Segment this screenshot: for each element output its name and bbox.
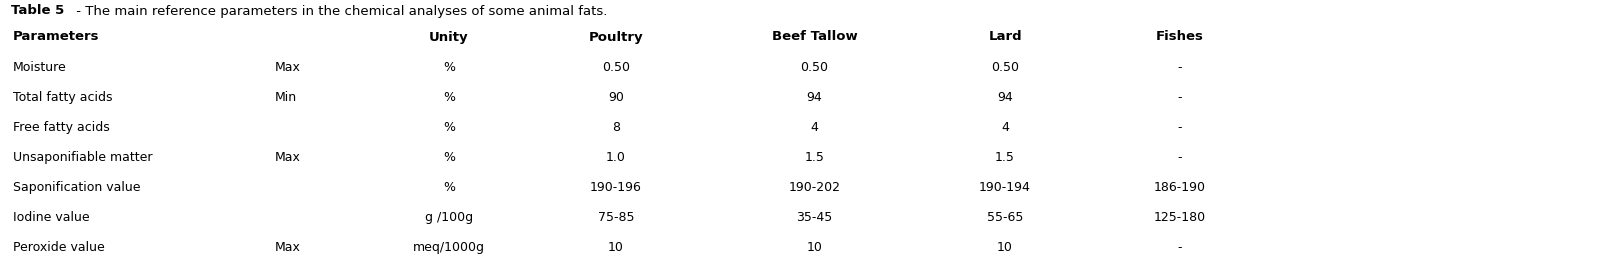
Text: Free fatty acids: Free fatty acids xyxy=(13,121,109,134)
Text: Saponification value: Saponification value xyxy=(13,181,140,194)
Text: -: - xyxy=(1178,60,1183,74)
Text: Fishes: Fishes xyxy=(1156,31,1204,43)
Text: 190-196: 190-196 xyxy=(591,181,642,194)
Text: Lard: Lard xyxy=(989,31,1022,43)
Text: Max: Max xyxy=(274,151,300,164)
Text: Unsaponifiable matter: Unsaponifiable matter xyxy=(13,151,152,164)
Text: Unity: Unity xyxy=(429,31,469,43)
Text: 8: 8 xyxy=(612,121,620,134)
Text: 10: 10 xyxy=(608,241,624,254)
Text: 4: 4 xyxy=(1002,121,1010,134)
Text: 10: 10 xyxy=(806,241,822,254)
Text: Min: Min xyxy=(274,91,297,104)
Text: Max: Max xyxy=(274,60,300,74)
Text: 1.5: 1.5 xyxy=(995,151,1014,164)
Text: %: % xyxy=(443,91,454,104)
Text: -: - xyxy=(1178,151,1183,164)
Text: 0.50: 0.50 xyxy=(992,60,1019,74)
Text: g /100g: g /100g xyxy=(425,211,473,224)
Text: Iodine value: Iodine value xyxy=(13,211,90,224)
Text: 190-194: 190-194 xyxy=(979,181,1030,194)
Text: 4: 4 xyxy=(811,121,819,134)
Text: 1.5: 1.5 xyxy=(804,151,825,164)
Text: 90: 90 xyxy=(608,91,624,104)
Text: 94: 94 xyxy=(807,91,822,104)
Text: %: % xyxy=(443,181,454,194)
Text: Parameters: Parameters xyxy=(13,31,100,43)
Text: Max: Max xyxy=(274,241,300,254)
Text: 190-202: 190-202 xyxy=(788,181,841,194)
Text: Peroxide value: Peroxide value xyxy=(13,241,104,254)
Text: 94: 94 xyxy=(997,91,1013,104)
Text: %: % xyxy=(443,121,454,134)
Text: Total fatty acids: Total fatty acids xyxy=(13,91,112,104)
Text: 35-45: 35-45 xyxy=(796,211,833,224)
Text: %: % xyxy=(443,151,454,164)
Text: 125-180: 125-180 xyxy=(1154,211,1205,224)
Text: -: - xyxy=(1178,241,1183,254)
Text: Table 5: Table 5 xyxy=(11,4,64,18)
Text: meq/1000g: meq/1000g xyxy=(412,241,485,254)
Text: Poultry: Poultry xyxy=(589,31,644,43)
Text: Beef Tallow: Beef Tallow xyxy=(772,31,857,43)
Text: 1.0: 1.0 xyxy=(605,151,626,164)
Text: %: % xyxy=(443,60,454,74)
Text: 10: 10 xyxy=(997,241,1013,254)
Text: 75-85: 75-85 xyxy=(597,211,634,224)
Text: 186-190: 186-190 xyxy=(1154,181,1205,194)
Text: Moisture: Moisture xyxy=(13,60,66,74)
Text: -: - xyxy=(1178,91,1183,104)
Text: -: - xyxy=(1178,121,1183,134)
Text: 0.50: 0.50 xyxy=(602,60,629,74)
Text: 55-65: 55-65 xyxy=(987,211,1024,224)
Text: - The main reference parameters in the chemical analyses of some animal fats.: - The main reference parameters in the c… xyxy=(72,4,608,18)
Text: 0.50: 0.50 xyxy=(801,60,828,74)
